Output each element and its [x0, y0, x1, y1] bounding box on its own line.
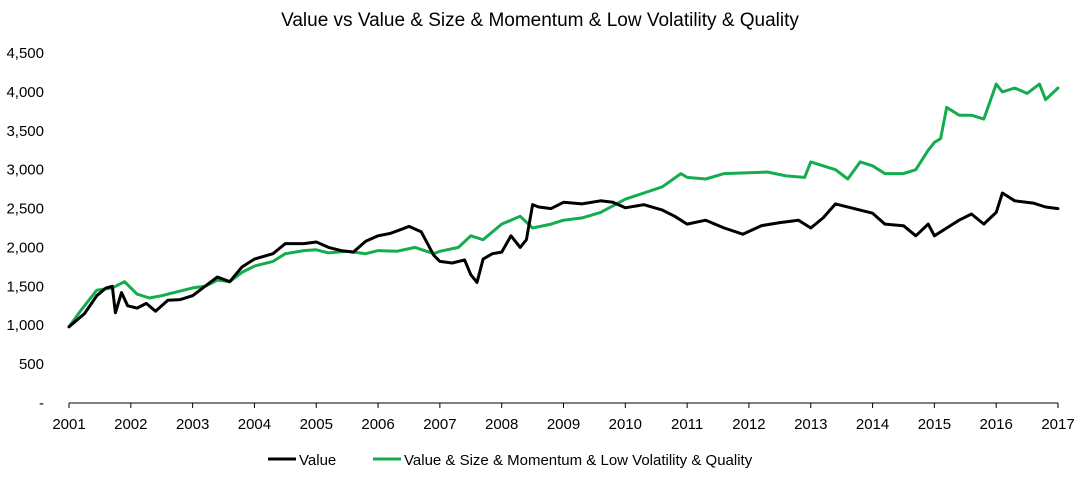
x-tick-label: 2005 — [300, 416, 333, 433]
x-tick-label: 2016 — [980, 416, 1013, 433]
y-tick-label: 3,000 — [6, 162, 44, 179]
x-tick-label: 2004 — [238, 416, 271, 433]
y-tick-label: 1,500 — [6, 278, 44, 295]
y-tick-label: - — [39, 395, 44, 412]
chart-title: Value vs Value & Size & Momentum & Low V… — [281, 10, 799, 31]
y-tick-label: 4,500 — [6, 45, 44, 62]
legend: Value Value & Size & Momentum & Low Volat… — [268, 452, 753, 469]
x-tick-label: 2009 — [547, 416, 580, 433]
legend-label: Value — [299, 452, 336, 469]
series-group — [67, 82, 1060, 329]
x-tick-label: 2011 — [671, 416, 703, 433]
y-tick-label: 3,500 — [6, 123, 44, 140]
legend-label: Value & Size & Momentum & Low Volatility… — [404, 452, 753, 469]
x-tick-label: 2015 — [918, 416, 951, 433]
y-tick-label: 2,000 — [6, 239, 44, 256]
x-tick-label: 2012 — [732, 416, 765, 433]
y-axis-ticks: - 500 1,000 1,500 2,000 2,500 3,000 3,500 4,000 4… — [6, 45, 44, 412]
x-tick-label: 2008 — [485, 416, 518, 433]
x-tick-label: 2014 — [856, 416, 889, 433]
y-tick-label: 2,500 — [6, 201, 44, 218]
x-tick-label: 2010 — [609, 416, 642, 433]
series-line-value-size-momentum-low-volatility-quality — [67, 82, 1060, 329]
x-tick-label: 2007 — [423, 416, 456, 433]
x-tick-label: 2006 — [361, 416, 394, 433]
y-tick-label: 500 — [19, 356, 44, 373]
x-tick-label: 2002 — [114, 416, 147, 433]
x-tick-label: 2001 — [52, 416, 85, 433]
x-tick-label: 2003 — [176, 416, 209, 433]
y-tick-label: 1,000 — [6, 317, 44, 334]
x-axis-ticks: 2001 2002 2003 2004 2005 2006 2007 2008 2009 2010… — [52, 403, 1075, 433]
x-tick-label: 2017 — [1041, 416, 1074, 433]
y-tick-label: 4,000 — [6, 84, 44, 101]
series-line-value — [67, 191, 1060, 329]
x-tick-label: 2013 — [794, 416, 827, 433]
